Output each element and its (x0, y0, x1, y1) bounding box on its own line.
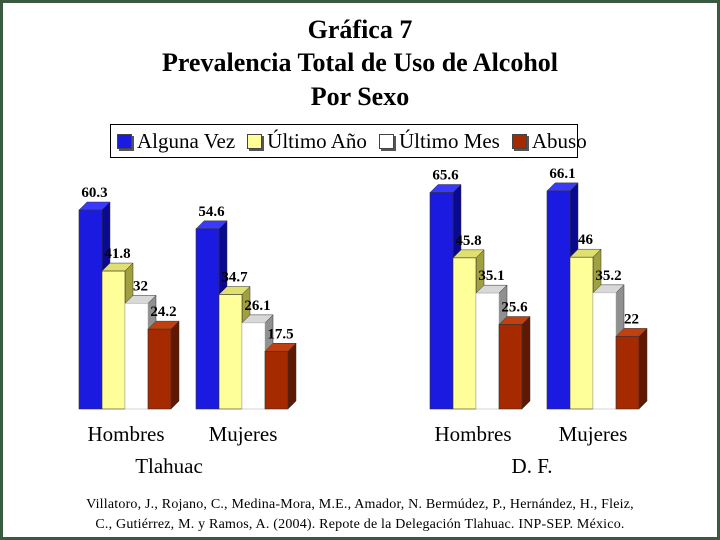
data-label-tlahuac-mujeres-alguna-vez: 54.6 (198, 204, 225, 220)
bar-tlahuac-mujeres-abuso (264, 342, 297, 410)
source-line1: Villatoro, J., Rojano, C., Medina-Mora, … (86, 497, 634, 512)
data-label-tlahuac-mujeres-abuso: 17.5 (267, 326, 293, 342)
data-label-df-hombres-ultimo-mes: 35.1 (478, 268, 504, 284)
group-label-tlahuac-hombres: Hombres (87, 422, 165, 446)
legend-label-ultimo-anio: Último Año (267, 128, 367, 153)
data-label-df-hombres-ultimo-anio: 45.8 (455, 233, 481, 249)
chart-legend: Alguna Vez Último Año Último Mes Abuso (110, 124, 587, 158)
source-line2: C., Gutiérrez, M. y Ramos, A. (2004). Re… (95, 517, 625, 532)
legend-swatch-abuso (511, 133, 527, 149)
data-label-df-mujeres-abuso: 22 (624, 311, 639, 327)
group-label-df-mujeres: Mujeres (558, 422, 628, 446)
legend-label-ultimo-mes: Último Mes (398, 128, 500, 153)
legend-label-alguna-vez: Alguna Vez (137, 128, 236, 153)
group-label-df-hombres: Hombres (434, 422, 512, 446)
chart-title-line1: Gráfica 7 (307, 15, 413, 44)
legend-item-abuso: Abuso (511, 128, 587, 154)
data-label-df-mujeres-ultimo-mes: 35.2 (595, 268, 621, 284)
data-label-df-hombres-abuso: 25.6 (501, 300, 528, 316)
data-label-df-mujeres-alguna-vez: 66.1 (549, 166, 575, 182)
region-label-tlahuac: Tlahuac (135, 454, 203, 478)
bar-df-hombres-abuso (498, 315, 531, 410)
data-label-tlahuac-hombres-alguna-vez: 60.3 (81, 185, 107, 201)
source-citation: Villatoro, J., Rojano, C., Medina-Mora, … (20, 495, 700, 535)
data-label-tlahuac-hombres-abuso: 24.2 (150, 304, 176, 320)
data-label-tlahuac-mujeres-ultimo-anio: 34.7 (221, 269, 248, 285)
legend-swatch-alguna-vez (117, 133, 132, 149)
data-label-tlahuac-hombres-ultimo-mes: 32 (133, 278, 148, 294)
legend-label-abuso: Abuso (531, 128, 587, 153)
data-label-df-mujeres-ultimo-anio: 46 (578, 232, 594, 248)
legend-item-ultimo-anio: Último Año (247, 129, 367, 154)
legend-item-alguna-vez: Alguna Vez (117, 129, 235, 154)
legend-swatch-ultimo-anio (247, 133, 263, 149)
data-label-tlahuac-hombres-ultimo-anio: 41.8 (104, 246, 130, 262)
legend-item-ultimo-mes: Último Mes (378, 128, 500, 154)
bar-tlahuac-hombres-abuso (147, 320, 180, 410)
chart-title-line2: Prevalencia Total de Uso de Alcohol (161, 48, 559, 77)
group-label-tlahuac-mujeres: Mujeres (208, 422, 278, 446)
legend-swatch-ultimo-mes (378, 133, 394, 149)
bar-df-mujeres-abuso (615, 327, 648, 410)
chart-title-line3: Por Sexo (310, 82, 410, 111)
region-label-df: D. F. (511, 454, 553, 478)
data-label-df-hombres-alguna-vez: 65.6 (432, 168, 459, 184)
data-label-tlahuac-mujeres-ultimo-mes: 26.1 (244, 298, 270, 314)
